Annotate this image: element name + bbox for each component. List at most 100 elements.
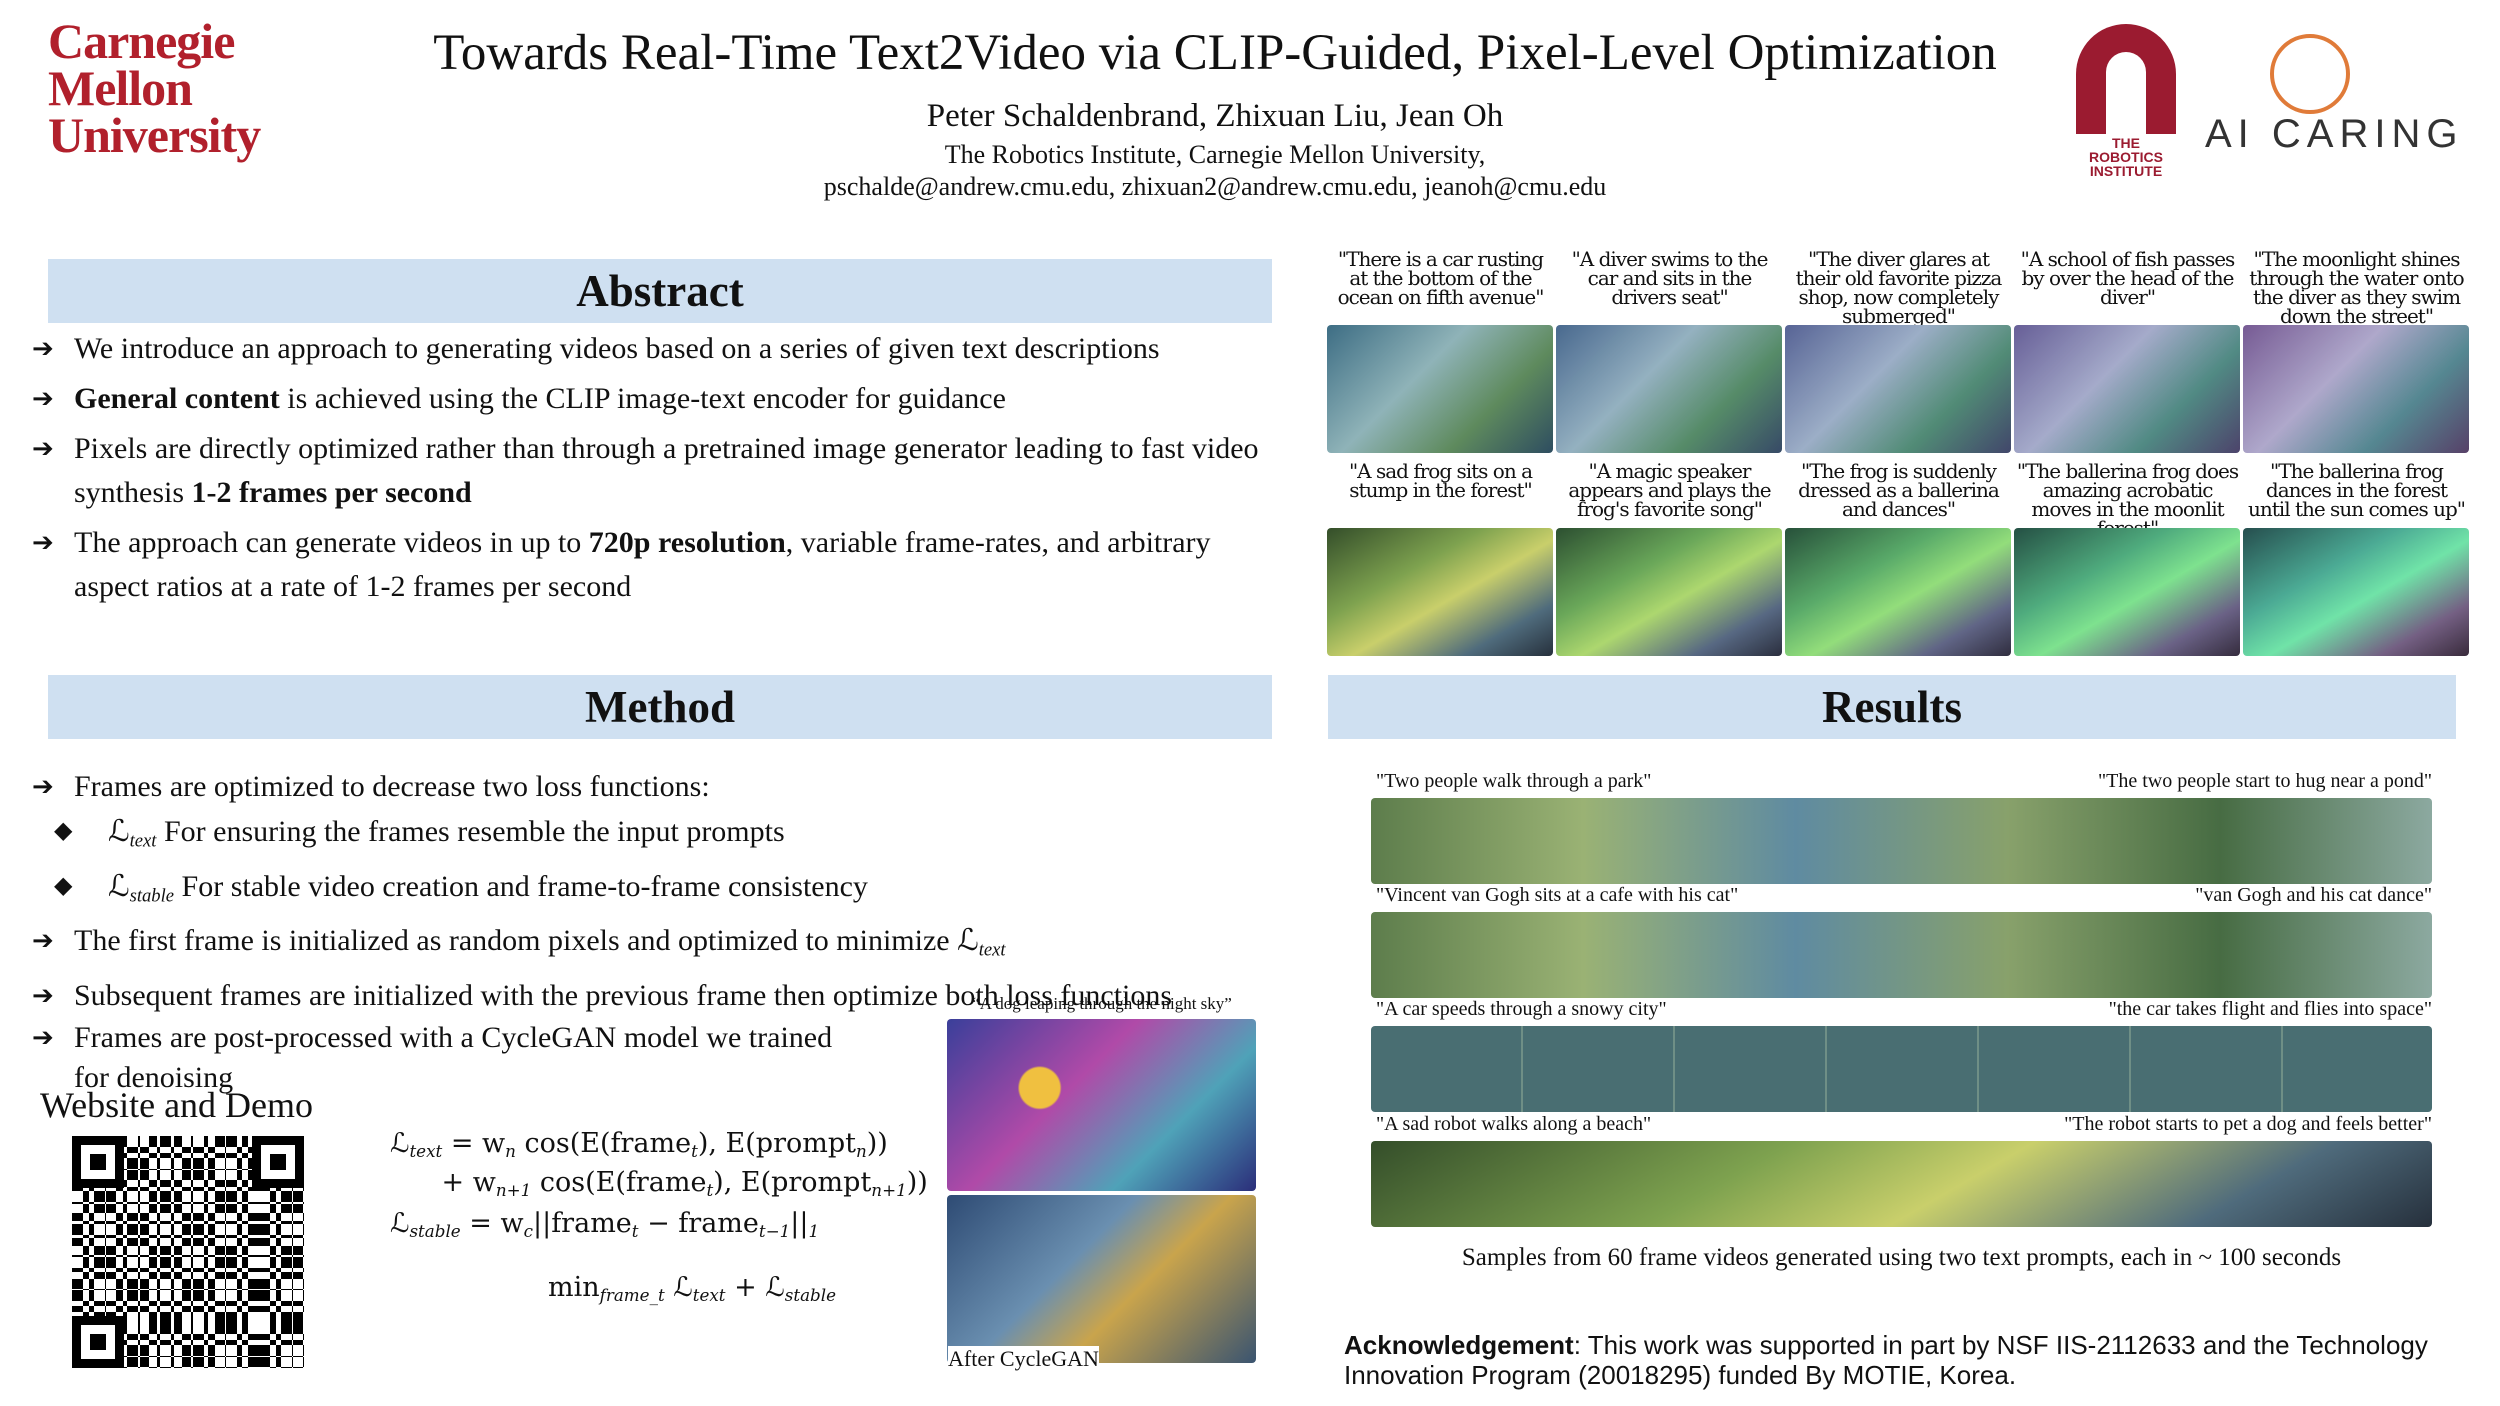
image xyxy=(947,1019,1256,1191)
bullet: ℒtext For ensuring the frames resemble t… xyxy=(30,809,1280,864)
text-run: − frame xyxy=(638,1208,759,1239)
text-run: 1 xyxy=(808,1221,820,1242)
bullet: The approach can generate videos in up t… xyxy=(30,521,1270,609)
text-run: text xyxy=(409,1141,443,1162)
text-run: ℒ xyxy=(390,1128,410,1159)
text-run: is achieved using the CLIP image-text en… xyxy=(279,382,1006,415)
equation: ℒtext = wn cos(E(framet), E(promptn)) xyxy=(390,1128,888,1161)
text-run: = w xyxy=(442,1128,506,1159)
text-run: Frames are optimized to decrease two los… xyxy=(74,770,710,803)
sample-caption: "The frog is suddenly dressed as a balle… xyxy=(1798,459,2000,521)
sample-image xyxy=(1327,528,1553,656)
text-run: )) xyxy=(866,1128,888,1159)
sample-caption: "A school of fish passes by over the hea… xyxy=(2020,247,2236,309)
sample-image xyxy=(1556,325,1782,453)
acknowledgement: Acknowledgement: This work was supported… xyxy=(1344,1330,2464,1390)
image xyxy=(947,1195,1256,1363)
text-run: n+1 xyxy=(871,1180,907,1201)
text-run: n xyxy=(855,1141,867,1162)
section-heading: Abstract xyxy=(48,259,1272,323)
bullet: Pixels are directly optimized rather tha… xyxy=(30,427,1270,515)
sample-caption: "A magic speaker appears and plays the f… xyxy=(1568,459,1771,521)
bullet: Subsequent frames are initialized with t… xyxy=(30,973,1280,1018)
qr-finder xyxy=(252,1136,304,1188)
logo-arch xyxy=(2076,24,2176,134)
logo-line: THE xyxy=(2112,135,2140,151)
sample-image xyxy=(1785,528,2011,656)
sample-caption: "The ballerina frog dances in the forest… xyxy=(2248,459,2466,521)
text-run: ℒ xyxy=(664,1272,693,1303)
bullet: Frames are post-processed with a CycleGA… xyxy=(30,1018,834,1098)
sample-image xyxy=(2243,528,2469,656)
text-run: frame_t xyxy=(599,1285,665,1306)
qr-finder xyxy=(72,1316,124,1368)
text-run: 720p resolution xyxy=(588,526,786,559)
text-run: Frames are post-processed with a CycleGA… xyxy=(74,1020,833,1094)
text-run: Subsequent frames are initialized with t… xyxy=(74,978,1173,1012)
sample-image xyxy=(2014,325,2240,453)
image-caption: After CycleGAN xyxy=(948,1346,1099,1372)
text-run: || xyxy=(790,1208,809,1239)
text-run: ℒ xyxy=(108,869,130,903)
logo-line: Carnegie xyxy=(48,13,235,69)
text-run: We introduce an approach to generating v… xyxy=(74,332,1160,365)
text-run: Acknowledgement xyxy=(1344,1330,1574,1360)
text-run: For stable video creation and frame-to-f… xyxy=(174,869,868,903)
sample-image xyxy=(2014,528,2240,656)
text-run: : This work was supported in part by NSF… xyxy=(1344,1330,2428,1390)
text-run: + ℒ xyxy=(725,1272,785,1303)
sample-caption: "The ballerina frog does amazing acrobat… xyxy=(2016,459,2239,538)
image-caption: “A dog leaping through the night sky” xyxy=(972,994,1232,1013)
text-run: t xyxy=(706,1180,714,1201)
logo-line: University xyxy=(48,107,261,163)
robotics-logo: THE ROBOTICS INSTITUTE xyxy=(2074,24,2178,180)
ai-caring-icon xyxy=(2270,34,2350,114)
row-caption: "A sad robot walks along a beach" xyxy=(1376,1113,1652,1135)
text-run: text xyxy=(978,939,1006,961)
video-strip xyxy=(1371,1026,2432,1112)
row-caption: "The robot starts to pet a dog and feels… xyxy=(2064,1113,2432,1135)
bullet: The first frame is initialized as random… xyxy=(30,918,1280,973)
section-heading: Results xyxy=(1328,675,2456,739)
logo-line: ROBOTICS xyxy=(2089,149,2163,165)
text-run: n xyxy=(505,1141,516,1162)
text-run: text xyxy=(692,1285,726,1306)
text-run: t xyxy=(691,1141,698,1162)
text-run: The approach can generate videos in up t… xyxy=(74,526,589,559)
text-run: stable xyxy=(784,1285,837,1306)
sample-caption: "There is a car rusting at the bottom of… xyxy=(1337,247,1545,309)
sample-image xyxy=(1556,528,1782,656)
logo-text: THE ROBOTICS INSTITUTE xyxy=(2074,136,2178,178)
sample-image xyxy=(2243,325,2469,453)
cmu-logo: Carnegie Mellon University xyxy=(48,13,261,163)
bullet: General content is achieved using the CL… xyxy=(30,377,1270,421)
text-run: text xyxy=(129,830,157,852)
row-caption: "The two people start to hug near a pond… xyxy=(2097,770,2432,792)
text-run: min xyxy=(548,1272,600,1303)
logo-line: Mellon xyxy=(48,60,193,116)
text-run: cos(E(frame xyxy=(531,1167,707,1198)
text-run: ||frame xyxy=(533,1208,632,1239)
row-caption: "Two people walk through a park" xyxy=(1376,770,1652,792)
sample-caption: "The moonlight shines through the water … xyxy=(2249,247,2464,328)
bullet: We introduce an approach to generating v… xyxy=(30,327,1270,371)
authors: Peter Schaldenbrand, Zhixuan Liu, Jean O… xyxy=(926,98,1504,134)
method-list: Frames are optimized to decrease two los… xyxy=(30,764,1280,1098)
text-run: , variable frame-rates, and arbitrary as… xyxy=(74,526,1211,603)
text-run: ), E(prompt xyxy=(713,1167,872,1198)
abstract-list: We introduce an approach to generating v… xyxy=(30,327,1270,615)
sample-caption: "A diver swims to the car and sits in th… xyxy=(1571,247,1769,309)
title: Towards Real-Time Text2Video via CLIP-Gu… xyxy=(433,25,1997,81)
video-strip xyxy=(1371,1141,2432,1227)
website-label: Website and Demo xyxy=(40,1085,314,1125)
text-run: ), E(prompt xyxy=(697,1128,856,1159)
sample-caption: "A sad frog sits on a stump in the fores… xyxy=(1348,459,1533,502)
qr-finder xyxy=(72,1136,124,1188)
text-run: n+1 xyxy=(495,1180,532,1201)
row-caption: "A car speeds through a snowy city" xyxy=(1376,998,1667,1020)
video-strip xyxy=(1371,912,2432,998)
text-run: stable xyxy=(129,885,175,907)
results-caption: Samples from 60 frame videos generated u… xyxy=(1461,1244,2342,1271)
text-run: 1-2 frames per second xyxy=(191,476,472,509)
video-strip xyxy=(1371,798,2432,884)
